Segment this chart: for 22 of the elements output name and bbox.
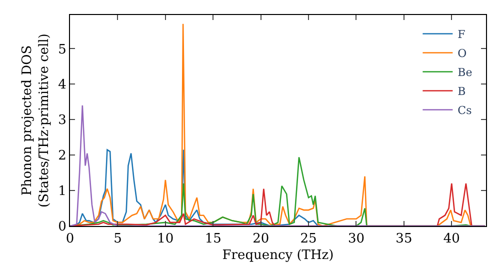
x-tick-label: 40 — [443, 232, 460, 247]
y-tick-label: 5 — [58, 42, 66, 58]
y-tick-label: 3 — [58, 113, 66, 128]
x-tick-label: 20 — [252, 232, 270, 247]
legend-label: B — [458, 85, 466, 98]
line-series — [70, 104, 486, 226]
legend-label: Be — [458, 66, 472, 80]
x-tick-label: 5 — [114, 232, 122, 247]
x-tick-label: 10 — [157, 232, 174, 247]
legend-label: O — [458, 47, 467, 60]
legend-label: Cs — [458, 104, 472, 118]
x-tick-label: 15 — [204, 232, 222, 247]
y-axis-title: Phonon projected DOS (States/THz·primitive cell) — [20, 33, 52, 208]
y-tick-label: 0 — [58, 220, 66, 235]
x-axis-title: Frequency (THz) — [222, 248, 334, 264]
legend-label: F — [458, 28, 466, 42]
y-tick-label: 1 — [58, 184, 66, 200]
y-tick-label: 4 — [58, 78, 66, 93]
x-tick-label: 35 — [396, 232, 412, 247]
y-tick-label: 2 — [58, 148, 66, 164]
x-tick-label: 25 — [300, 232, 317, 247]
x-tick-label: 30 — [348, 232, 365, 247]
